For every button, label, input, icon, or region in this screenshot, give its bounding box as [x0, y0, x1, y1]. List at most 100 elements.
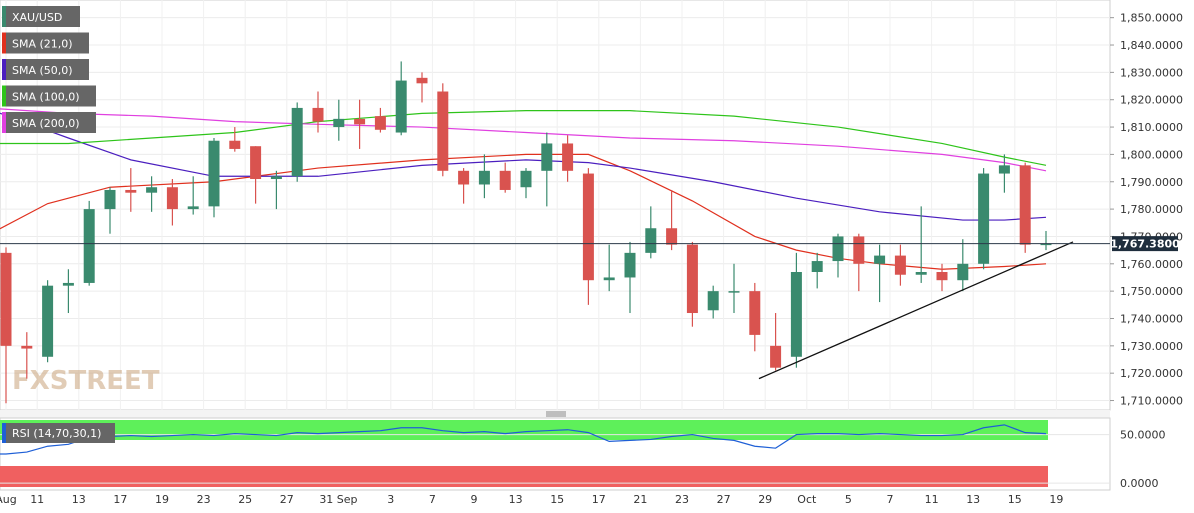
- rsi-tick-label: 0.0000: [1120, 477, 1159, 490]
- candle: [395, 61, 407, 136]
- candle: [541, 132, 553, 207]
- legend-swatch: [2, 112, 6, 133]
- x-tick-label: 15: [550, 493, 564, 506]
- x-tick-label: 11: [30, 493, 44, 506]
- candle: [374, 107, 386, 133]
- candle: [686, 241, 698, 327]
- x-tick-label: Sep: [337, 493, 358, 506]
- candle: [146, 176, 158, 212]
- candle: [603, 244, 615, 292]
- candle: [749, 282, 761, 352]
- candle: [790, 252, 802, 368]
- candle-body: [853, 236, 865, 264]
- rsi-overbought-zone: [0, 420, 1048, 440]
- legend-label: SMA (50,0): [12, 64, 73, 77]
- candle: [562, 135, 574, 182]
- candle-body: [749, 291, 761, 335]
- x-tick-label: 9: [471, 493, 478, 506]
- candle-body: [728, 291, 740, 293]
- candle: [312, 91, 324, 133]
- candle: [21, 332, 33, 379]
- candle: [250, 146, 262, 204]
- candle: [1019, 162, 1031, 253]
- x-tick-label: 31: [319, 493, 333, 506]
- last-price-tag: 1,767.3800: [1110, 236, 1180, 252]
- price-axis: 1,710.0000 1,720.0000 1,730.0000 1,740.0000…: [1110, 12, 1183, 408]
- candle: [125, 168, 137, 212]
- candle: [166, 179, 178, 226]
- x-tick-label: 29: [758, 493, 772, 506]
- candle-body: [374, 116, 386, 130]
- date-axis: Aug 11 13 17 19 23 25 27 31 Sep 3 7 9 13 15 17 21 23 27 29 O…: [0, 493, 1063, 506]
- candle-body: [270, 176, 282, 180]
- candle: [582, 168, 594, 305]
- candle-body: [915, 272, 927, 275]
- candle-body: [42, 285, 54, 357]
- rsi-legend-label: RSI (14,70,30,1): [12, 427, 101, 440]
- candle-body: [229, 140, 241, 149]
- fxstreet-watermark: FXSTREET: [12, 366, 160, 396]
- x-tick-label: 23: [197, 493, 211, 506]
- candle: [520, 168, 532, 199]
- legend-item-sma200: SMA (200,0): [2, 112, 96, 133]
- candle-body: [645, 228, 657, 253]
- y-tick-label: 1,780.0000: [1120, 203, 1183, 216]
- candle-body: [104, 189, 116, 210]
- candle: [416, 72, 428, 103]
- legend-swatch: [2, 85, 6, 107]
- legend-swatch: [2, 59, 6, 80]
- legend-bg: [2, 32, 89, 54]
- candle-body: [312, 107, 324, 122]
- candle: [333, 99, 345, 141]
- x-tick-label: 7: [429, 493, 436, 506]
- candle-body: [416, 77, 428, 84]
- candle: [437, 83, 449, 177]
- candle: [458, 168, 470, 204]
- candle-body: [790, 272, 802, 357]
- rsi-axis: 0.0000 50.0000: [1120, 429, 1166, 491]
- candle-body: [354, 118, 366, 125]
- x-tick-label: 23: [675, 493, 689, 506]
- candle-body: [125, 189, 137, 193]
- legend-item-sma50: SMA (50,0): [2, 59, 89, 80]
- y-tick-label: 1,740.0000: [1120, 312, 1183, 325]
- x-tick-label: Oct: [797, 493, 817, 506]
- legend-label: SMA (21,0): [12, 38, 73, 51]
- candle: [62, 269, 74, 314]
- y-tick-label: 1,710.0000: [1120, 395, 1183, 408]
- candle-body: [707, 291, 719, 311]
- candle: [478, 154, 490, 199]
- candle-body: [187, 206, 199, 210]
- candle: [915, 206, 927, 283]
- y-tick-label: 1,750.0000: [1120, 285, 1183, 298]
- x-tick-label: 15: [1008, 493, 1022, 506]
- legend-label: XAU/USD: [12, 11, 62, 24]
- candle-body: [978, 173, 990, 264]
- sma50-line: [0, 112, 1047, 221]
- candle-body: [770, 345, 782, 368]
- candle: [645, 206, 657, 259]
- candle-body: [603, 277, 615, 281]
- candle: [998, 154, 1010, 193]
- x-tick-label: 13: [966, 493, 980, 506]
- candle-body: [957, 263, 969, 281]
- x-tick-label: 3: [387, 493, 394, 506]
- candle-body: [1019, 165, 1031, 245]
- price-panel: [0, 0, 1111, 411]
- legend-item-symbol: XAU/USD: [2, 6, 80, 27]
- trendline-line: [758, 241, 1074, 380]
- candle-body: [208, 140, 220, 207]
- x-tick-label: 17: [113, 493, 127, 506]
- candle-body: [250, 146, 262, 180]
- legend-bg: [2, 85, 96, 107]
- candle: [936, 263, 948, 292]
- candle-body: [291, 107, 303, 177]
- x-tick-label: 11: [925, 493, 939, 506]
- candle-body: [624, 252, 636, 278]
- candle-body: [582, 173, 594, 281]
- x-tick-label: 5: [845, 493, 852, 506]
- candle: [354, 99, 366, 149]
- panel-splitter[interactable]: [0, 410, 1110, 418]
- candle-body: [541, 143, 553, 171]
- legend-bg: [2, 6, 80, 27]
